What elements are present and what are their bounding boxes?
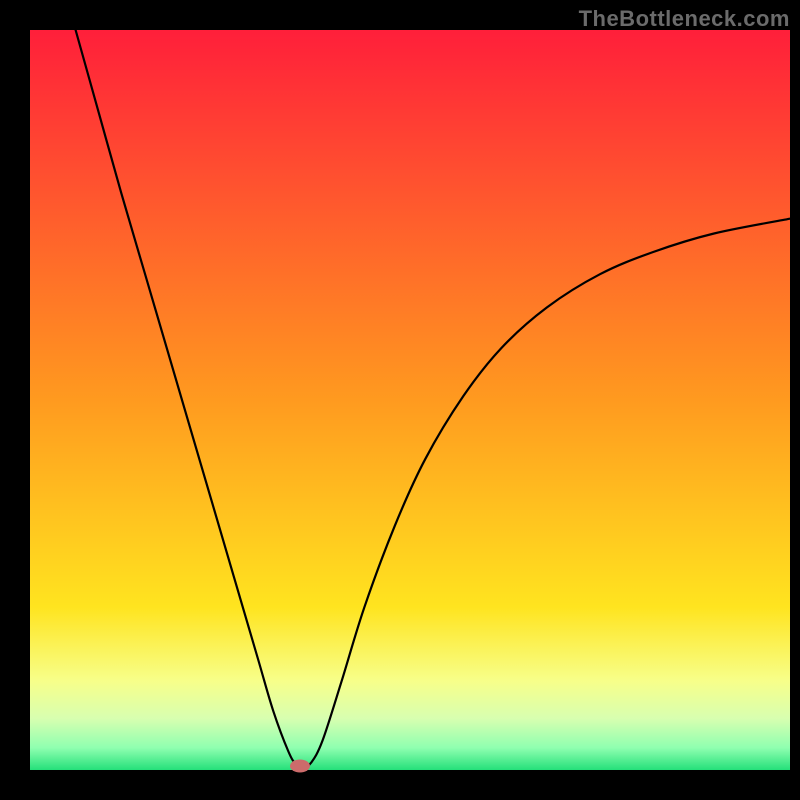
chart-svg — [30, 30, 790, 770]
curve-path — [76, 30, 790, 766]
min-marker — [290, 759, 310, 772]
watermark-text: TheBottleneck.com — [579, 6, 790, 32]
plot-area — [30, 30, 790, 770]
